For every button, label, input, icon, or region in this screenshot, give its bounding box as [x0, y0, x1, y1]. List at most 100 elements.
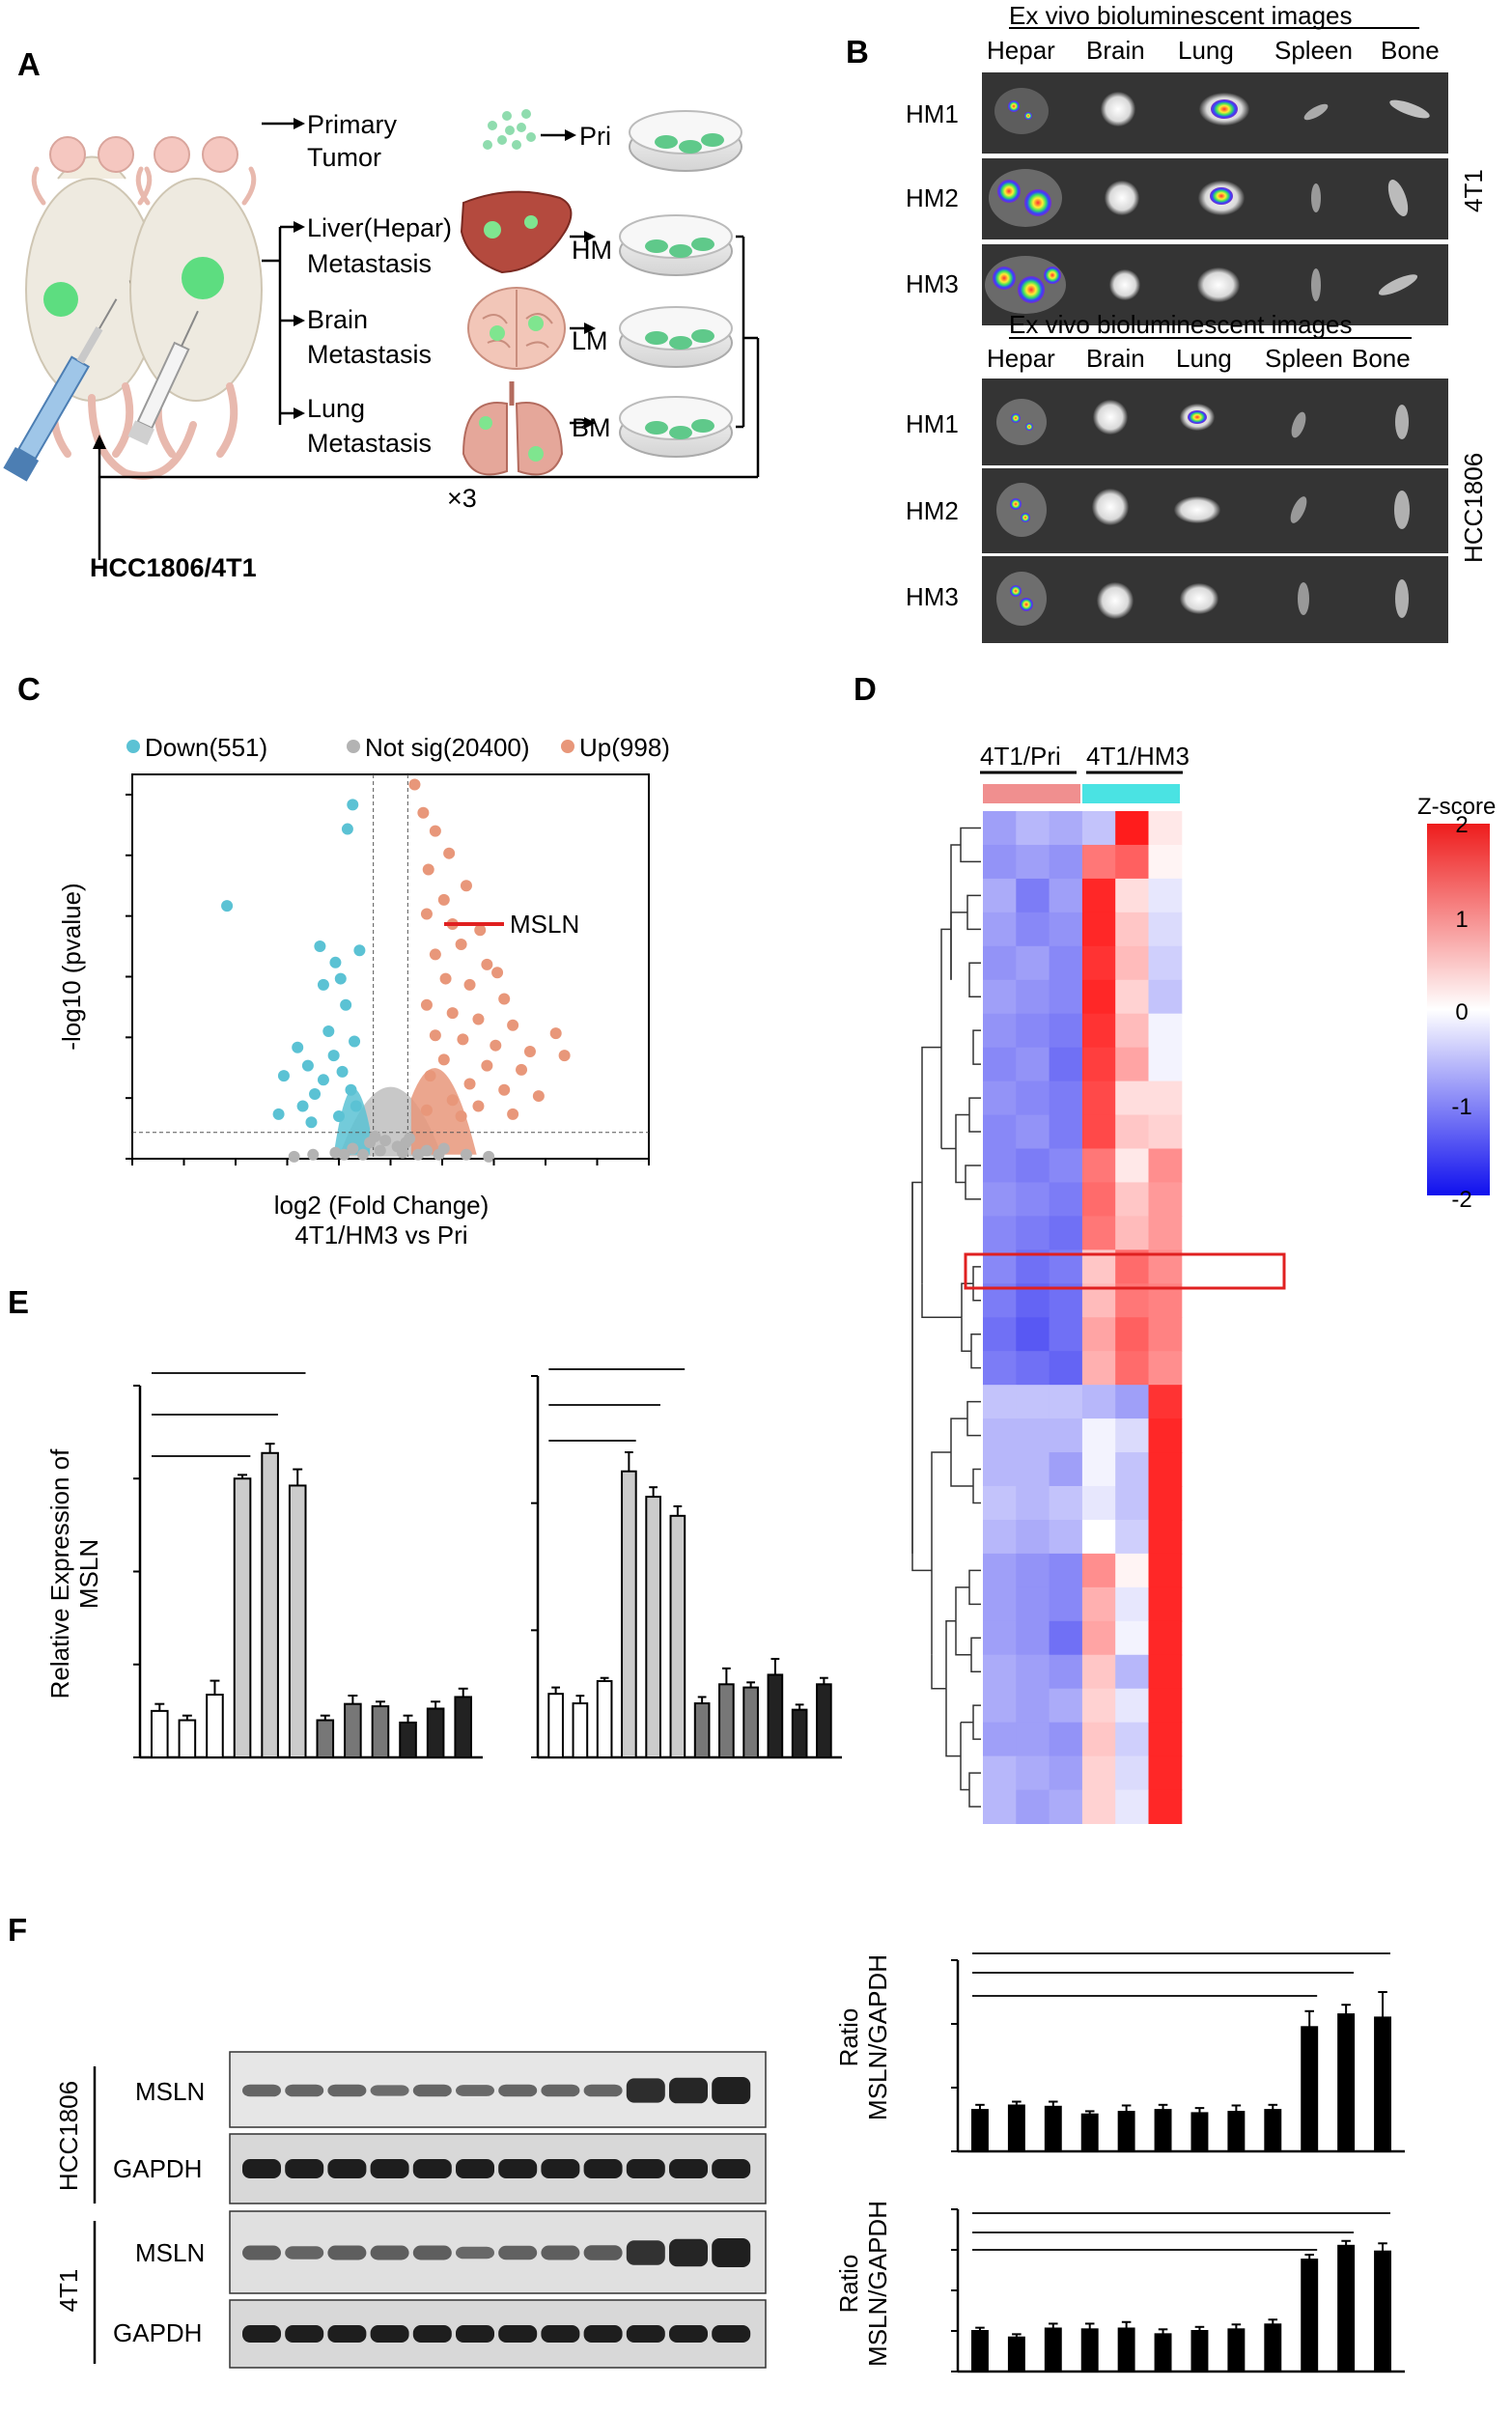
volcano-point — [345, 1083, 357, 1096]
blot-band — [327, 2325, 367, 2343]
col-spleen-hcc: Spleen — [1265, 344, 1343, 373]
bar — [399, 1721, 417, 1758]
heatmap-cell — [1115, 1519, 1149, 1555]
dendrogram-branch — [955, 1148, 966, 1184]
mouse-illustration-2 — [129, 136, 263, 458]
heatmap-cell — [1081, 1722, 1116, 1757]
heatmap-cell — [1081, 979, 1116, 1015]
heatmap-cell — [1049, 1789, 1083, 1824]
panel-b: B Ex vivo bioluminescent images Hepar Br… — [846, 1, 1488, 643]
blot-band — [327, 2084, 367, 2097]
dendrogram-branch — [955, 1113, 969, 1149]
blot-band-label-4t1-msln: MSLN — [135, 2238, 205, 2267]
blot-band — [541, 2159, 580, 2178]
volcano-point — [472, 1013, 485, 1025]
volcano-point — [305, 1116, 318, 1129]
heatmap-cell — [1115, 1047, 1149, 1082]
panel-a: A — [3, 46, 760, 582]
volcano-point — [307, 1148, 320, 1161]
heatmap-cell — [1049, 1654, 1083, 1690]
volcano-point — [446, 1094, 459, 1107]
volcano-point — [498, 993, 511, 1005]
heatmap-cell — [1115, 1620, 1149, 1656]
volcano-point — [474, 924, 487, 937]
bar — [1374, 2016, 1392, 2152]
msln-highlight-box — [964, 1252, 1286, 1290]
legend-notsig: Not sig(20400) — [365, 733, 530, 762]
bar — [1227, 2111, 1246, 2153]
heatmap-cell — [1049, 945, 1083, 981]
heatmap-cell — [1148, 1688, 1183, 1724]
bar — [371, 1705, 390, 1758]
blot-band — [285, 2159, 324, 2178]
dendrogram-branch — [970, 1333, 981, 1369]
heatmap-cell — [1049, 1519, 1083, 1555]
heatmap-cell — [1148, 912, 1183, 947]
blot-band — [370, 2085, 409, 2096]
culture-dish-hm — [619, 214, 733, 276]
heatmap-cell — [1115, 1553, 1149, 1588]
ratio-chart-hcc1806 — [951, 1952, 1405, 2153]
row-hm1-hcc: HM1 — [906, 409, 959, 438]
dendrogram-branch — [960, 827, 981, 863]
volcano-point — [417, 806, 430, 819]
heatmap-cell — [1049, 1351, 1083, 1386]
heatmap-cell — [1081, 1486, 1116, 1521]
dendrogram-branch — [972, 1266, 981, 1302]
volcano-point — [516, 1063, 528, 1076]
loop-bracket — [98, 235, 760, 560]
bar — [816, 1683, 832, 1758]
heatmap-cell — [1049, 1722, 1083, 1757]
heatmap-cell — [1049, 1586, 1083, 1622]
heatmap-cell — [1115, 1452, 1149, 1487]
bar — [454, 1696, 472, 1758]
heatmap-cell — [1115, 1789, 1149, 1824]
heatmap-cell — [1081, 1688, 1116, 1724]
bar — [693, 1702, 711, 1758]
legend-notsig-marker — [347, 740, 360, 753]
volcano-point — [523, 1045, 536, 1057]
e-ylabel-bottom: MSLN — [74, 1539, 103, 1609]
blot-band — [242, 2159, 281, 2178]
volcano-point — [437, 1053, 450, 1066]
heatmap-cell — [1016, 1148, 1050, 1183]
bar — [1301, 2259, 1319, 2373]
legend-up-marker — [561, 740, 574, 753]
panel-b-letter: B — [846, 34, 869, 70]
heatmap-cell — [1016, 1519, 1050, 1555]
blot-band — [456, 2159, 494, 2178]
bar — [316, 1719, 335, 1758]
heatmap-cell — [983, 1553, 1017, 1588]
volcano-point — [277, 1070, 290, 1082]
bar — [1154, 2109, 1172, 2153]
heatmap-cell — [1016, 1047, 1050, 1082]
label-hm: HM — [572, 236, 612, 265]
volcano-point — [347, 799, 359, 811]
heatmap-cell — [1115, 1586, 1149, 1622]
dendrogram-branch — [961, 1282, 973, 1318]
bar — [1080, 2328, 1099, 2373]
label-lm: LM — [572, 326, 608, 355]
heatmap-cell — [983, 1182, 1017, 1217]
heatmap-cell — [1148, 1351, 1183, 1386]
label-brain-metastasis: Metastasis — [307, 340, 432, 369]
dendrogram-branch — [911, 1181, 922, 1486]
heatmap-cell — [983, 912, 1017, 947]
heatmap-cell — [1148, 1654, 1183, 1690]
blot-band — [370, 2159, 409, 2178]
heatmap-cell — [1049, 1182, 1083, 1217]
dendrogram-branch — [972, 1468, 981, 1504]
heatmap-cell — [1016, 1789, 1050, 1824]
volcano-point — [288, 1150, 300, 1163]
volcano-point — [491, 967, 504, 979]
volcano-point — [420, 908, 433, 920]
heatmap-cell — [1148, 1081, 1183, 1116]
blot-band — [327, 2245, 367, 2260]
volcano-xlabel: log2 (Fold Change) — [274, 1191, 490, 1220]
volcano-point — [379, 1135, 392, 1147]
volcano-point — [396, 1146, 408, 1159]
zscore-tick-neg2: -2 — [1451, 1187, 1471, 1213]
dendrogram-branch — [970, 1637, 981, 1672]
blot-band — [583, 2245, 623, 2260]
